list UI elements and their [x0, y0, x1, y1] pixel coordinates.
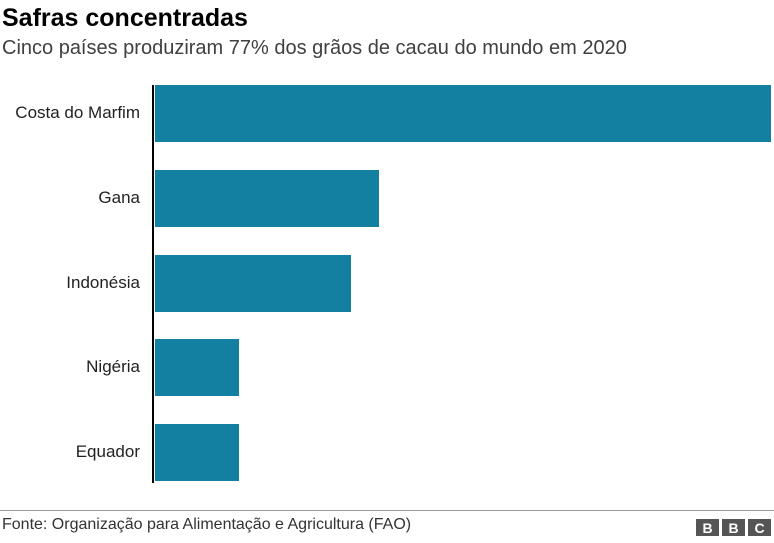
bar-indonésia	[155, 255, 351, 312]
category-label: Indonésia	[66, 273, 140, 292]
category-label: Equador	[75, 442, 140, 461]
footer-divider	[0, 510, 774, 511]
bar-costa-do-marfim	[155, 85, 771, 142]
bar-gana	[155, 170, 379, 227]
category-label: Costa do Marfim	[15, 103, 140, 122]
y-axis-line	[152, 85, 154, 483]
chart-subtitle: Cinco países produziram 77% dos grãos de…	[2, 37, 627, 59]
bar-equador	[155, 424, 239, 481]
bar-nigéria	[155, 339, 239, 396]
category-label: Nigéria	[86, 357, 140, 376]
source-note: Fonte: Organização para Alimentação e Ag…	[2, 516, 412, 533]
category-label: Gana	[98, 188, 140, 207]
chart-title: Safras concentradas	[2, 4, 248, 32]
